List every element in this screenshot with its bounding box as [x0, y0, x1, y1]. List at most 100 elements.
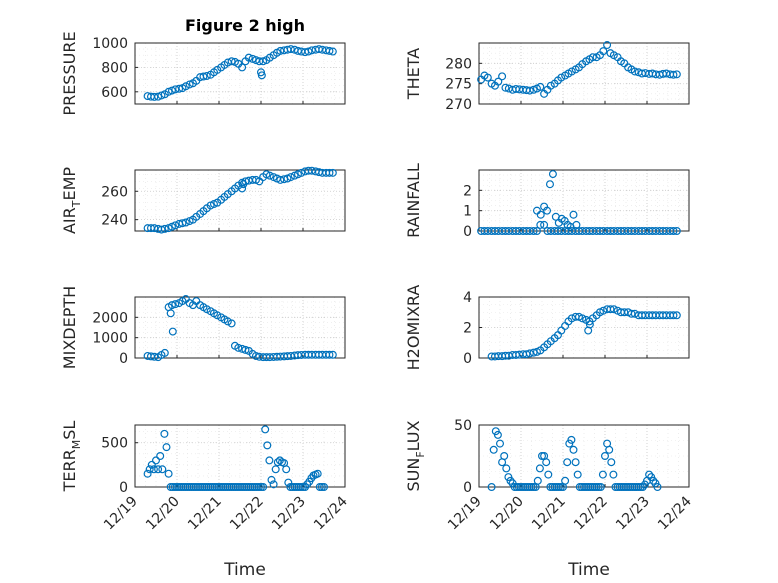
mixdepth-data-point	[202, 305, 211, 314]
h2omixra-y-tick-label: 4	[463, 290, 472, 306]
pressure-y-tick-label: 600	[101, 85, 128, 101]
rainfall-y-tick-label: 1	[463, 204, 472, 220]
sun_flux-data-point	[544, 470, 553, 479]
pressure-y-tick-label: 1000	[92, 36, 128, 52]
pressure-data-point	[248, 54, 257, 63]
rainfall-data-point	[536, 220, 545, 229]
pressure-y-axis-label: PRESSURE	[60, 31, 79, 115]
theta-data-point	[536, 82, 545, 91]
mixdepth-data-point	[166, 309, 175, 318]
pressure-data-point	[328, 47, 337, 56]
pressure-series	[143, 45, 337, 101]
air_temp-data-point	[171, 221, 180, 230]
pressure-data-point	[175, 84, 184, 93]
terr_msl-data-point	[271, 465, 280, 474]
pressure-data-point	[304, 47, 313, 56]
h2omixra-data-point	[669, 311, 678, 320]
theta-data-point	[498, 72, 507, 81]
sun_flux-data-point	[496, 439, 505, 448]
h2omixra-data-point	[609, 305, 618, 314]
h2omixra-data-point	[599, 306, 608, 315]
h2omixra-data-point	[620, 308, 629, 317]
sun_flux-data-point	[607, 458, 616, 467]
h2omixra-data-point	[578, 314, 587, 323]
rainfall-data-point	[672, 227, 681, 236]
theta-data-point	[525, 86, 534, 95]
air_temp-data-point	[265, 171, 274, 180]
x-axis-label-right: Time	[567, 560, 610, 580]
rainfall-axes-frame	[478, 169, 690, 232]
pressure-data-point	[157, 91, 166, 100]
air_temp-y-axis-label: AIRTEMP	[60, 167, 83, 234]
mixdepth-data-point	[160, 348, 169, 357]
theta-data-point	[557, 73, 566, 82]
sun_flux-data-point	[645, 470, 654, 479]
terr_msl-data-point	[156, 452, 165, 461]
rainfall-data-point	[545, 180, 554, 189]
h2omixra-axes: 0 2 4 H2OMIXRA	[404, 285, 690, 371]
pressure-data-point	[181, 82, 190, 91]
terr_msl-data-point	[269, 480, 278, 489]
terr_msl-data-point	[145, 465, 154, 474]
air_temp-data-point	[297, 168, 306, 177]
h2omixra-y-axis-label: H2OMIXRA	[404, 285, 423, 371]
sun_flux-data-point	[535, 464, 544, 473]
terr_msl-y-tick-label: 500	[101, 436, 128, 452]
sun_flux-data-point	[569, 445, 578, 454]
mixdepth-data-point	[234, 343, 243, 352]
terr_msl-data-point	[162, 443, 171, 452]
terr_msl-data-point	[282, 465, 291, 474]
air_temp-y-tick-label: 240	[101, 213, 128, 229]
sun_flux-data-point	[609, 470, 618, 479]
pressure-data-point	[199, 72, 208, 81]
mixdepth-axes: 0 1000 2000 MIXDEPTH	[60, 286, 346, 369]
rainfall-y-tick-label: 0	[463, 224, 472, 240]
terr_msl-data-point	[154, 465, 163, 474]
h2omixra-data-point	[630, 309, 639, 318]
mixdepth-data-point	[241, 345, 250, 354]
air_temp-data-point	[238, 184, 247, 193]
sun_flux-data-point	[605, 445, 614, 454]
terr_msl-data-point	[267, 475, 276, 484]
pressure-axes: 600 800 1000 PRESSURE	[60, 31, 346, 116]
x-axis-label-left: Time	[223, 560, 266, 580]
pressure-axes-frame	[134, 42, 346, 105]
terr_msl-data-point	[149, 465, 158, 474]
h2omixra-data-point	[606, 305, 615, 314]
air_temp-axes: 240 260 AIRTEMP	[60, 167, 346, 234]
terr_msl-data-point	[263, 441, 272, 450]
mixdepth-data-point	[167, 301, 176, 310]
terr_msl-data-point	[143, 469, 152, 478]
terr_msl-data-point	[284, 478, 293, 487]
terr_msl-data-point	[164, 469, 173, 478]
terr_msl-series	[143, 425, 329, 492]
sun_flux-data-point	[500, 452, 509, 461]
theta-data-point	[599, 47, 608, 56]
sun_flux-data-point	[493, 430, 502, 439]
air_temp-data-point	[328, 168, 337, 177]
terr_msl-y-axis-label: TERRMSL	[60, 421, 83, 493]
mixdepth-data-point	[171, 300, 180, 309]
rainfall-data-point	[669, 227, 678, 236]
sun_flux-data-point	[649, 476, 658, 485]
sun_flux-data-point	[563, 458, 572, 467]
pressure-data-point	[167, 86, 176, 95]
pressure-data-point	[259, 57, 268, 66]
h2omixra-data-point	[627, 309, 636, 318]
theta-data-point	[630, 67, 639, 76]
sun_flux-data-point	[638, 483, 647, 492]
sun_flux-data-point	[542, 458, 551, 467]
air_temp-data-point	[286, 173, 295, 182]
figure-title: Figure 2 high	[185, 16, 305, 35]
h2omixra-data-point	[529, 348, 538, 357]
sun_flux-data-point	[596, 483, 605, 492]
sun_flux-data-point	[567, 435, 576, 444]
h2omixra-data-point	[672, 311, 681, 320]
h2omixra-data-point	[525, 349, 534, 358]
rainfall-data-point	[543, 206, 552, 215]
pressure-data-point	[202, 71, 211, 80]
air_temp-data-point	[160, 224, 169, 233]
sun_flux-data-point	[489, 445, 498, 454]
rainfall-y-axis-label: RAINFALL	[404, 163, 423, 238]
pressure-data-point	[150, 92, 159, 101]
